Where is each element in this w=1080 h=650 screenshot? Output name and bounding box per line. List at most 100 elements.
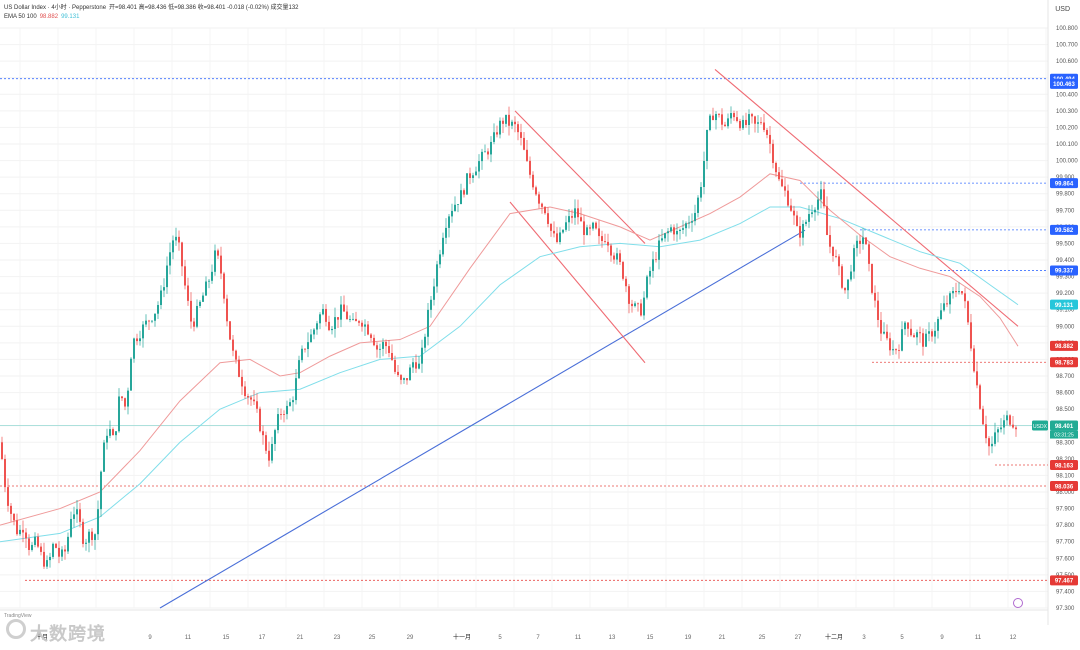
candle-body: [91, 531, 93, 540]
candle-body: [394, 359, 396, 372]
candle-body: [376, 345, 378, 350]
price-tick-label: 97.800: [1056, 523, 1075, 529]
time-tick-label: 11: [975, 635, 982, 641]
candle-body: [820, 189, 822, 200]
watermark-text: 大数跨境: [30, 624, 106, 644]
trendline-ascending-support: [159, 229, 806, 609]
candle-body: [853, 248, 855, 272]
symbol-title[interactable]: US Dollar Index · 4小时 · Pepperstone: [4, 5, 107, 11]
candle-body: [502, 120, 504, 124]
candle-body: [982, 408, 984, 425]
candle-body: [739, 120, 741, 129]
candle-body: [268, 450, 270, 461]
candle-body: [262, 431, 264, 436]
candle-body: [295, 378, 297, 401]
candle-body: [733, 113, 735, 118]
candle-body: [139, 338, 141, 342]
candle-body: [172, 240, 174, 253]
candle-body: [1, 442, 3, 459]
candle-body: [103, 442, 105, 472]
candle-body: [979, 385, 981, 409]
candle-body: [19, 529, 21, 535]
candle-body: [217, 250, 219, 256]
candle-body: [778, 172, 780, 180]
price-tick-label: 98.100: [1056, 473, 1075, 479]
ema-label[interactable]: EMA 50 100: [4, 14, 37, 20]
candle-body: [13, 513, 15, 521]
price-tick-label: 100.200: [1056, 125, 1078, 131]
candle-body: [511, 121, 513, 126]
candle-body: [712, 115, 714, 121]
trendline-channel-upper: [514, 110, 646, 244]
ema50-line: [0, 173, 1019, 526]
candle-body: [652, 259, 654, 271]
candle-body: [547, 213, 549, 224]
candle-body: [496, 132, 498, 135]
candle-body: [940, 310, 942, 320]
candle-body: [949, 293, 951, 305]
candle-body: [556, 233, 558, 243]
price-axis: 100.800 100.700 100.600 100.400 100.300 100.2…: [1056, 26, 1078, 612]
tradingview-logo[interactable]: TradingView: [4, 613, 32, 619]
candle-body: [70, 518, 72, 537]
candle-body: [628, 286, 630, 304]
price-label-box: [1050, 265, 1078, 276]
price-label-box: [1050, 459, 1078, 470]
candle-body: [1012, 424, 1014, 428]
price-tick-label: 100.800: [1056, 26, 1078, 32]
candle-body: [643, 297, 645, 316]
candle-body: [919, 332, 921, 334]
price-tick-label: 99.500: [1056, 241, 1075, 247]
candle-body: [247, 396, 249, 398]
candle-body: [892, 349, 894, 351]
candle-body: [823, 189, 825, 207]
candle-body: [454, 204, 456, 211]
candle-body: [907, 322, 909, 329]
countdown-text: 03:31:25: [1054, 433, 1074, 439]
candle-body: [541, 203, 543, 207]
candle-body: [529, 160, 531, 175]
candle-body: [559, 232, 561, 243]
ohlc-readout: 开=98.401 高=98.436 低=98.386 收=98.401 -0.0…: [109, 5, 299, 11]
candle-body: [235, 350, 237, 360]
candle-body: [166, 265, 168, 288]
candle-body: [763, 122, 765, 130]
price-tick-label: 99.700: [1056, 208, 1075, 214]
time-tick-label: 7: [536, 635, 540, 641]
candle-body: [619, 253, 621, 263]
price-label-text: 99.131: [1055, 303, 1074, 309]
candle-body: [517, 124, 519, 133]
price-label-box: [1050, 420, 1078, 431]
ema-lines: [0, 173, 1019, 543]
candle-body: [274, 430, 276, 444]
candle-body: [259, 408, 261, 432]
candle-body: [640, 303, 642, 316]
candle-body: [283, 414, 285, 415]
candle-body: [784, 186, 786, 191]
candle-body: [313, 329, 315, 335]
candle-body: [367, 324, 369, 335]
candle-body: [277, 414, 279, 431]
candle-body: [574, 208, 576, 218]
price-tick-label: 100.300: [1056, 109, 1078, 115]
candle-body: [478, 161, 480, 172]
candle-body: [55, 543, 57, 548]
candle-body: [742, 119, 744, 129]
candle-body: [625, 278, 627, 287]
price-tick-label: 100.000: [1056, 159, 1078, 165]
candle-body: [931, 331, 933, 337]
candle-body: [418, 363, 420, 369]
alert-icon[interactable]: [1013, 598, 1023, 608]
candle-body: [304, 348, 306, 350]
candle-body: [718, 114, 720, 115]
candle-body: [682, 228, 684, 230]
time-tick-label: 3: [862, 635, 866, 641]
candle-body: [913, 335, 915, 338]
candle-body: [595, 222, 597, 229]
candle-body: [565, 222, 567, 230]
candle-body: [187, 285, 189, 301]
candle-body: [973, 348, 975, 372]
candle-body: [265, 435, 267, 451]
candle-body: [1000, 427, 1002, 430]
